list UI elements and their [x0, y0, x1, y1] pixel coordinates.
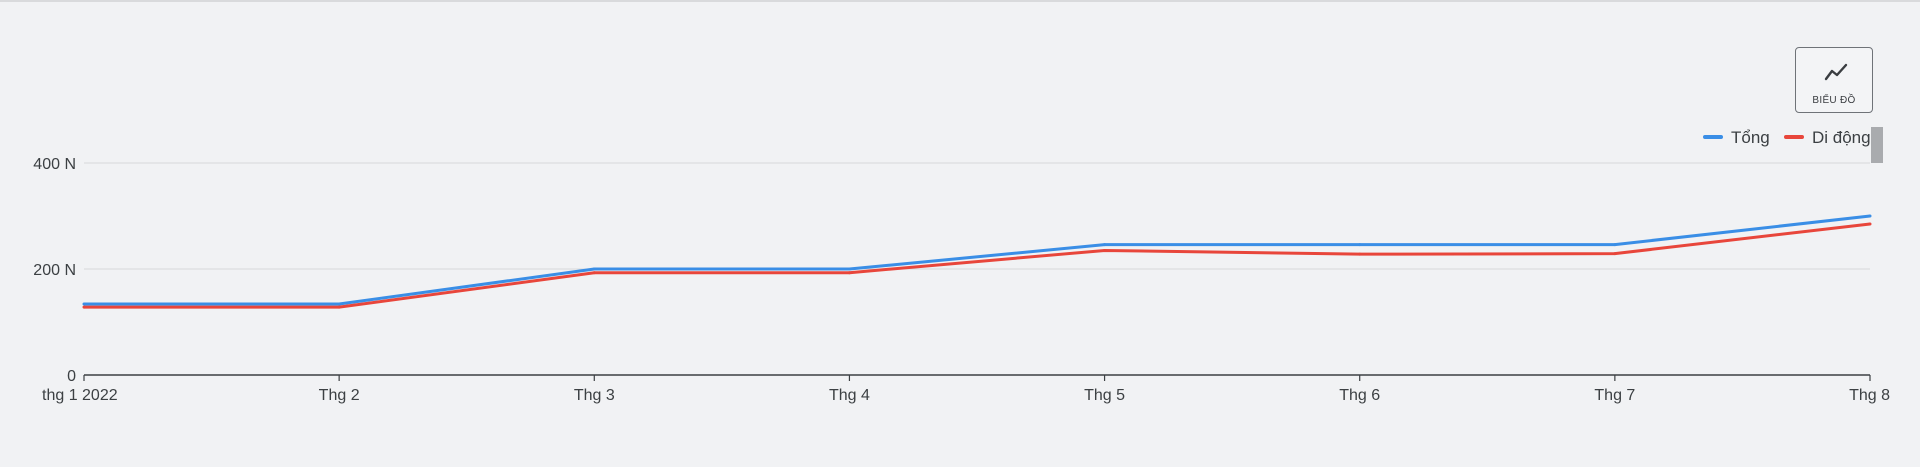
x-tick-label: Thg 4	[829, 387, 870, 404]
y-axis-labels: 0 200 N 400 N	[33, 156, 76, 385]
x-tick-label: Thg 8	[1849, 387, 1890, 404]
data-point	[1613, 252, 1617, 256]
series-line-di-dong	[84, 222, 1871, 309]
legend-item[interactable]: Tổng	[1703, 128, 1770, 147]
x-axis	[83, 374, 1871, 381]
data-point	[592, 267, 596, 271]
data-point	[82, 305, 86, 309]
x-axis-labels: thg 1 2022 Thg 2 Thg 3 Thg 4 Thg 5 Thg 6 Thg 7…	[42, 387, 1890, 404]
legend-label: Tổng	[1731, 128, 1770, 147]
data-point	[337, 302, 341, 306]
x-tick-label: Thg 2	[319, 387, 360, 404]
data-point	[847, 267, 851, 271]
data-point	[1868, 214, 1872, 218]
chart-view-button[interactable]: BIỂU ĐỒ	[1795, 47, 1873, 113]
y-tick-label: 0	[67, 368, 76, 385]
series-group	[82, 214, 1872, 309]
legend-item[interactable]: Di động	[1784, 128, 1871, 147]
data-point	[1103, 243, 1107, 247]
data-point	[337, 305, 341, 309]
x-tick-label: Thg 3	[574, 387, 615, 404]
line-chart-icon	[1824, 63, 1848, 81]
x-tick-label: Thg 5	[1084, 387, 1125, 404]
x-tick-label: Thg 6	[1339, 387, 1380, 404]
x-tick-label: thg 1 2022	[42, 387, 118, 404]
y-tick-label: 400 N	[33, 156, 76, 173]
legend[interactable]: Tổng Di động	[1703, 128, 1871, 147]
data-point	[1868, 222, 1872, 226]
data-point	[1358, 252, 1362, 256]
x-tick-label: Thg 7	[1594, 387, 1635, 404]
legend-scroll-thumb[interactable]	[1871, 127, 1883, 163]
data-point	[82, 302, 86, 306]
y-tick-label: 200 N	[33, 262, 76, 279]
series-line-tong	[84, 214, 1871, 306]
grid-lines	[84, 162, 1870, 270]
data-point	[1358, 243, 1362, 247]
data-point	[1103, 248, 1107, 252]
data-point	[847, 271, 851, 275]
legend-label: Di động	[1812, 128, 1871, 147]
data-point	[592, 271, 596, 275]
chart-view-button-label: BIỂU ĐỒ	[1812, 95, 1856, 106]
data-point	[1613, 243, 1617, 247]
